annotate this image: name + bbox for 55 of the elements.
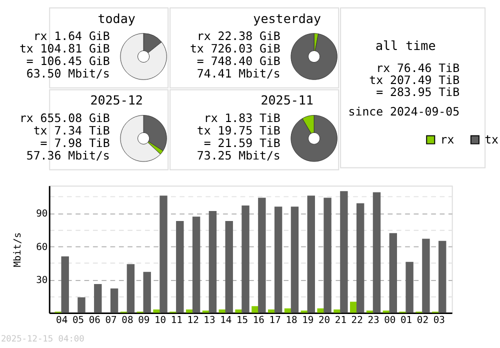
y-tick-label: 90 — [36, 208, 48, 220]
x-tick-label: 05 — [72, 314, 84, 326]
x-tick-label: 00 — [384, 314, 396, 326]
text: = 106.45 GiB — [26, 54, 110, 68]
x-tick-label: 04 — [56, 314, 68, 326]
x-tick-label: 09 — [138, 314, 150, 326]
x-tick-label: 20 — [318, 314, 330, 326]
text: 73.25 Mbit/s — [196, 148, 280, 163]
x-tick-label: 02 — [416, 314, 429, 326]
x-tick-label: 22 — [351, 314, 363, 326]
text: = 7.98 TiB — [40, 136, 110, 150]
text: = 748.40 GiB — [196, 54, 280, 68]
text: tx 726.03 GiB — [190, 42, 280, 56]
x-tick-label: 08 — [122, 314, 134, 326]
text: tx 207.49 TiB — [369, 72, 460, 87]
x-tick-label: 12 — [187, 314, 199, 326]
text: 57.36 Mbit/s — [26, 148, 110, 163]
y-tick-label: 60 — [36, 242, 48, 253]
text: tx 104.81 GiB — [19, 42, 110, 56]
chart-title: 2025-11 — [260, 92, 314, 108]
text: rx 1.64 GiB — [33, 29, 110, 44]
text: tx 19.75 TiB — [196, 124, 280, 138]
x-tick-label: 11 — [170, 314, 183, 326]
x-tick-label: 07 — [105, 314, 118, 326]
x-tick-label: 21 — [334, 314, 347, 326]
text: rx 22.38 GiB — [196, 29, 280, 44]
x-tick-label: 23 — [368, 314, 380, 326]
x-tick-label: 18 — [286, 314, 298, 326]
chart-title: 2025-12 — [90, 92, 143, 108]
y-axis-title: Mbit/s — [12, 232, 24, 268]
text: since 2024-09-05 — [348, 104, 460, 118]
text: = 21.59 TiB — [204, 136, 280, 150]
x-tick-label: 17 — [269, 314, 282, 326]
x-tick-label: 14 — [220, 314, 232, 326]
x-tick-label: 15 — [236, 314, 248, 326]
x-tick-label: 16 — [252, 314, 265, 326]
text: all time — [375, 38, 436, 53]
legend-label: tx — [484, 132, 499, 147]
chart-title: yesterday — [253, 10, 322, 26]
x-tick-label: 06 — [88, 314, 101, 326]
x-tick-label: 19 — [302, 314, 314, 326]
text: 74.41 Mbit/s — [196, 66, 280, 81]
x-tick-label: 03 — [433, 314, 446, 326]
text: 63.50 Mbit/s — [26, 66, 110, 81]
chart-title: today — [98, 10, 136, 26]
x-tick-label: 13 — [204, 314, 216, 326]
y-tick-label: 30 — [36, 274, 48, 286]
text: rx 76.46 TiB — [376, 60, 460, 75]
text: = 283.95 TiB — [376, 85, 460, 100]
x-tick-label: 01 — [400, 314, 412, 326]
text: rx 655.08 GiB — [19, 111, 110, 126]
legend-label: rx — [440, 132, 454, 147]
text: tx 7.34 TiB — [33, 124, 110, 138]
x-tick-label: 10 — [154, 314, 166, 326]
text: rx 1.83 TiB — [204, 111, 280, 126]
